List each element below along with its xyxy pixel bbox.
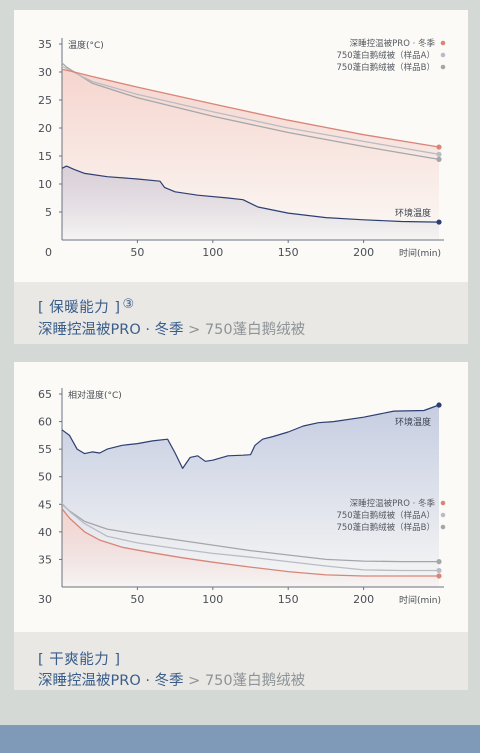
- ambient-end-point: [436, 219, 442, 225]
- y-tick-label: 25: [38, 94, 52, 107]
- x-axis-title: 时间(min): [399, 247, 441, 259]
- warmth-chart: 5 10 15 20 25 30 35 50 100 150 200 0 温度(°C) 时间(min) 环境…: [38, 38, 446, 259]
- ambient-series-label: 环境温度: [395, 416, 431, 428]
- dryness-chart: 35 40 45 50 55 60 65 50 100 150 200 30 相对湿度(°C) 时间(mi…: [38, 388, 446, 606]
- x-tick-label: 50: [130, 593, 144, 606]
- pro-series-line: [61, 508, 439, 577]
- x-tick-label: 200: [353, 593, 374, 606]
- dryness-chart-card: 35 40 45 50 55 60 65 50 100 150 200 30 相对湿度(°C) 时间(mi…: [14, 362, 468, 632]
- pro-end-point: [436, 144, 442, 150]
- pro-area-fill: [62, 508, 439, 587]
- dryness-title-text: [ 干爽能力 ]: [38, 652, 121, 668]
- y-tick-label: 50: [38, 471, 52, 484]
- legend-pro-marker: [440, 40, 446, 46]
- legend-sampleA-marker: [440, 512, 446, 518]
- legend-pro-label: 深睡控温被PRO · 冬季: [350, 38, 436, 49]
- warmth-title-text: [ 保暖能力 ]: [38, 300, 121, 316]
- warmth-chart-card: 5 10 15 20 25 30 35 50 100 150 200 0 温度(°C) 时间(min) 环境…: [14, 10, 468, 282]
- y-tick-label: 55: [38, 443, 52, 456]
- sampleA-end-point: [436, 151, 442, 157]
- ambient-series-label: 环境温度: [395, 207, 431, 219]
- y-tick-label: 45: [38, 498, 52, 511]
- y-tick-label: 65: [38, 388, 52, 401]
- sampleB-series-line: [61, 62, 440, 161]
- pro-series-line: [61, 68, 440, 148]
- sampleB-end-point: [436, 559, 442, 565]
- y-tick-label: 35: [38, 38, 52, 51]
- legend-sampleA-label: 750蓬白鹅绒被（样品A）: [336, 510, 435, 521]
- pro-area-fill: [62, 69, 439, 240]
- dryness-title: [ 干爽能力 ]: [38, 648, 121, 669]
- sampleA-series-line: [61, 502, 439, 572]
- x-axis-title: 时间(min): [399, 594, 441, 606]
- ambient-series-line: [61, 404, 440, 469]
- warmth-caption: [ 保暖能力 ] ③ 深睡控温被PRO · 冬季 > 750蓬白鹅绒被: [14, 282, 468, 344]
- warmth-subtitle-arrow: >: [188, 322, 201, 338]
- y-tick-label: 15: [38, 150, 52, 163]
- warmth-subtitle-compare: 750蓬白鹅绒被: [204, 322, 306, 338]
- y-tick-label: 5: [45, 206, 52, 219]
- y-axis-title: 温度(°C): [68, 39, 104, 51]
- legend-sampleA-marker: [440, 52, 446, 58]
- x-tick-label: 150: [278, 593, 299, 606]
- ambient-series-line: [61, 165, 440, 223]
- legend-sampleB-marker: [440, 64, 446, 70]
- dryness-subtitle: 深睡控温被PRO · 冬季 > 750蓬白鹅绒被: [38, 669, 305, 690]
- legend-sampleB-label: 750蓬白鹅绒被（样品B）: [336, 62, 435, 73]
- y-tick-label: 20: [38, 122, 52, 135]
- x-tick-label: 150: [278, 246, 299, 259]
- x-tick-label: 200: [353, 246, 374, 259]
- y-tick-label: 10: [38, 178, 52, 191]
- dryness-subtitle-arrow: >: [188, 673, 201, 689]
- legend-sampleA-label: 750蓬白鹅绒被（样品A）: [336, 50, 435, 61]
- bottom-band: [0, 725, 480, 753]
- legend-pro-marker: [440, 500, 446, 506]
- warmth-title-mark: ③: [122, 297, 135, 312]
- y-tick-label: 60: [38, 416, 52, 429]
- sampleB-end-point: [436, 156, 442, 162]
- x-tick-label: 100: [202, 593, 223, 606]
- dryness-subtitle-main: 深睡控温被PRO · 冬季: [38, 673, 184, 689]
- x-tick-label: 100: [202, 246, 223, 259]
- origin-label: 30: [38, 593, 52, 606]
- sampleA-end-point: [436, 567, 442, 574]
- legend-sampleB-marker: [440, 524, 446, 530]
- warmth-subtitle: 深睡控温被PRO · 冬季 > 750蓬白鹅绒被: [38, 318, 305, 339]
- legend-sampleB-label: 750蓬白鹅绒被（样品B）: [336, 522, 435, 533]
- y-axis-title: 相对湿度(°C): [68, 389, 122, 401]
- y-tick-label: 30: [38, 66, 52, 79]
- origin-label: 0: [45, 246, 52, 259]
- dryness-caption: [ 干爽能力 ] 深睡控温被PRO · 冬季 > 750蓬白鹅绒被: [14, 632, 468, 690]
- ambient-end-point: [436, 402, 442, 408]
- ambient-area-fill: [62, 405, 439, 587]
- y-tick-label: 40: [38, 526, 52, 539]
- pro-end-point: [436, 573, 442, 579]
- warmth-title: [ 保暖能力 ] ③: [38, 296, 135, 317]
- sampleB-series-line: [61, 503, 439, 563]
- y-tick-label: 35: [38, 553, 52, 566]
- x-tick-label: 50: [130, 246, 144, 259]
- dryness-subtitle-compare: 750蓬白鹅绒被: [204, 673, 306, 689]
- warmth-subtitle-main: 深睡控温被PRO · 冬季: [38, 322, 184, 338]
- legend-pro-label: 深睡控温被PRO · 冬季: [350, 498, 436, 509]
